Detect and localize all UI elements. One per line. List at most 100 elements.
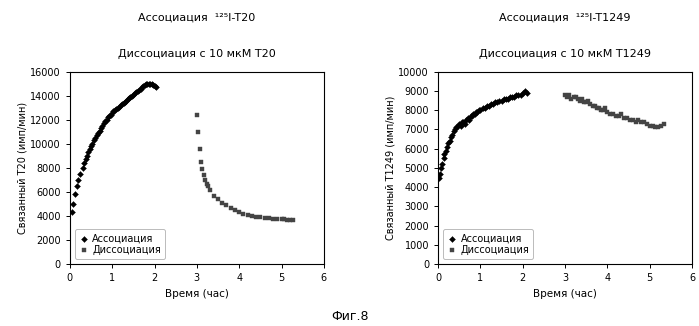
Диссоциация [203,183,214,188]
Ассоциация [513,92,524,97]
Ассоциация [140,81,152,86]
Диссоциация [577,96,588,101]
Ассоциация [456,119,468,124]
Ассоциация [75,171,86,176]
Диссоциация [259,215,271,220]
Диссоциация [596,108,607,113]
Диссоциация [647,123,658,128]
Ассоциация [124,96,135,101]
Ассоциация [515,92,526,97]
Ассоциация [461,117,472,123]
Диссоциация [197,167,208,172]
Ассоциация [483,104,494,109]
Y-axis label: Связанный T20 (имп/мин): Связанный T20 (имп/мин) [17,102,27,234]
Диссоциация [593,106,605,111]
Ассоциация [448,129,459,134]
Диссоциация [563,92,575,97]
Диссоциация [589,104,600,109]
Диссоциация [585,102,596,107]
Text: Ассоциация  ¹²⁵I-T20: Ассоциация ¹²⁵I-T20 [138,13,256,23]
Ассоциация [452,123,463,128]
Диссоциация [591,106,603,111]
Ассоциация [470,110,482,115]
Диссоциация [229,207,240,213]
Диссоциация [279,216,290,222]
Ассоциация [150,85,161,90]
Ассоциация [465,113,476,119]
Диссоциация [633,117,644,123]
Ассоциация [489,100,500,105]
Ассоциация [101,117,113,123]
Text: Диссоциация с 10 мкМ T1249: Диссоциация с 10 мкМ T1249 [479,49,651,59]
Legend: Ассоциация, Диссоциация: Ассоциация, Диссоциация [443,230,533,259]
Ассоциация [147,82,159,88]
Ассоциация [509,94,520,99]
Ассоциация [487,102,498,107]
Ассоциация [77,165,88,170]
Ассоциация [485,102,496,107]
Диссоциация [644,123,655,128]
Ассоциация [115,103,127,108]
Диссоциация [613,113,624,119]
Диссоциация [605,111,616,117]
Диссоциация [635,119,647,124]
Ассоциация [89,138,100,143]
Диссоциация [264,216,275,221]
Диссоциация [583,98,594,103]
Диссоциация [276,216,287,222]
Ассоциация [97,123,108,128]
Ассоциация [494,98,505,103]
Text: Диссоциация с 10 мкМ T20: Диссоциация с 10 мкМ T20 [118,49,275,59]
Диссоциация [217,200,228,205]
Диссоциация [656,123,667,128]
Ассоциация [466,113,477,119]
Диссоциация [641,121,652,126]
Диссоциация [268,216,279,221]
Диссоциация [658,121,669,126]
Ассоциация [114,104,125,109]
Диссоциация [649,125,661,130]
Ассоциация [87,141,98,146]
Ассоциация [131,90,142,95]
Ассоциация [118,100,129,106]
Ассоциация [511,92,522,97]
Ассоциация [102,115,113,120]
Ассоциация [85,144,96,149]
Ассоциация [69,192,80,197]
Ассоциация [146,81,157,86]
Ассоциация [491,99,503,104]
Диссоциация [282,217,293,222]
Диссоциация [201,181,212,186]
Диссоциация [194,146,206,151]
Ассоциация [66,210,78,215]
Диссоциация [570,94,582,99]
Ассоциация [68,201,79,207]
Диссоциация [233,210,245,215]
X-axis label: Время (час): Время (час) [533,289,597,299]
Ассоциация [149,83,160,89]
Ассоциация [472,110,483,115]
Диссоциация [196,159,207,165]
Ассоциация [107,110,118,115]
Диссоциация [610,113,621,119]
Ассоциация [455,123,466,128]
Ассоциация [438,156,449,161]
Ассоциация [434,175,445,180]
Ассоциация [138,83,149,89]
Ассоциация [469,111,480,117]
Диссоциация [600,106,611,111]
Ассоциация [89,135,101,141]
Диссоциация [246,214,257,219]
Ассоциация [435,171,446,176]
Ассоциация [103,113,115,119]
Ассоциация [479,106,490,111]
Диссоциация [575,98,586,103]
Ассоциация [439,152,450,157]
Диссоциация [565,96,577,101]
Ассоциация [475,108,486,113]
Ассоциация [449,127,461,132]
Диссоциация [627,117,638,123]
Ассоциация [128,92,139,97]
Ассоциация [463,117,475,123]
Ассоциация [73,177,84,183]
